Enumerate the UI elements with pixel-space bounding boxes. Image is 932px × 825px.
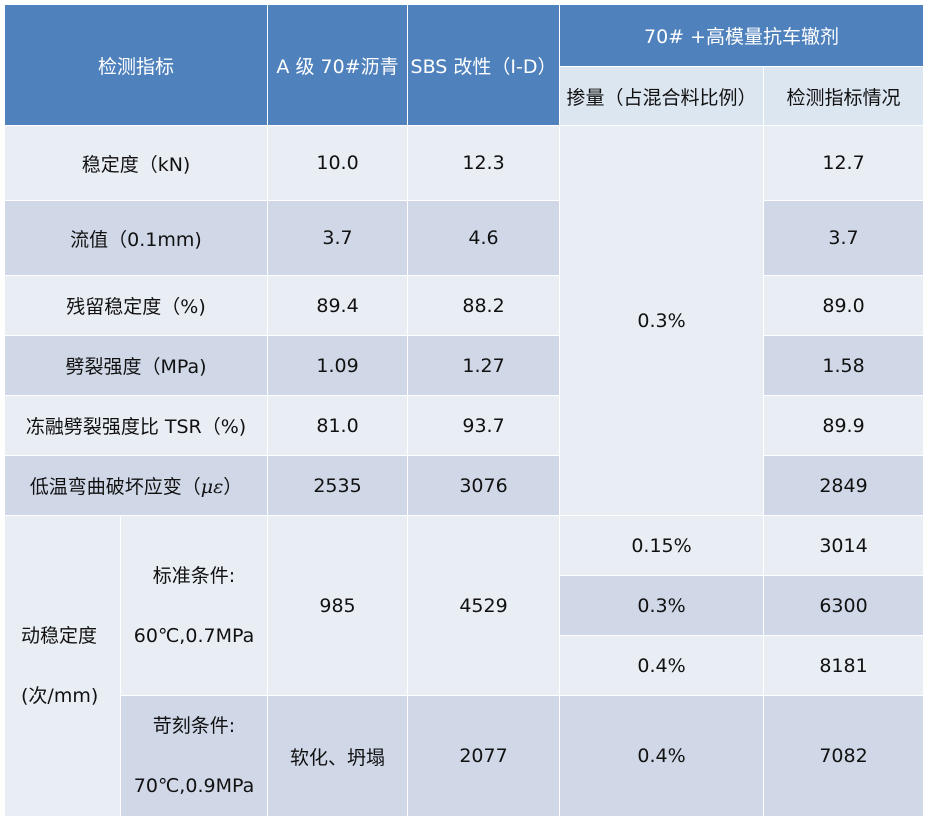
header-indicator: 检测指标 [3, 4, 269, 126]
result-cell: 6300 [763, 575, 925, 636]
header-additive-group: 70# +高模量抗车辙剂 [559, 4, 925, 67]
cell-sbs: 93.7 [407, 395, 561, 456]
row-label: 残留稳定度（%) [3, 275, 269, 336]
table-row: 0.3% 6300 [5, 575, 925, 636]
shared-dosage-cell: 0.3% [559, 125, 765, 516]
cell-a: 89.4 [267, 275, 409, 336]
result-cell: 3014 [763, 515, 925, 576]
severe-cell-sbs: 2077 [407, 695, 561, 817]
header-a-grade-70: A 级 70#沥青 [267, 4, 409, 126]
row-label: 稳定度（kN) [3, 125, 269, 201]
cell-a: 10.0 [267, 125, 409, 201]
row-label: 流值（0.1mm) [3, 200, 269, 276]
cell-sbs: 4.6 [407, 200, 561, 276]
result-cell: 7082 [763, 695, 925, 817]
table-row: 冻融劈裂强度比 TSR（%) 81.0 93.7 89.9 [3, 395, 925, 456]
performance-table: 检测指标 A 级 70#沥青 SBS 改性（I-D） 70# +高模量抗车辙剂 … [3, 4, 925, 817]
cell-a: 2535 [267, 455, 409, 516]
cell-result: 1.58 [763, 335, 925, 396]
row-label: 冻融劈裂强度比 TSR（%) [3, 395, 269, 456]
standard-cell-sbs: 4529 [407, 515, 561, 696]
table-row: 稳定度（kN) 10.0 12.3 0.3% 12.7 [3, 125, 925, 516]
cell-a: 3.7 [267, 200, 409, 276]
cell-a: 81.0 [267, 395, 409, 456]
severe-condition-label: 苛刻条件: 70℃,0.9MPa [119, 695, 269, 817]
severe-cell-a: 软化、坍塌 [267, 695, 409, 817]
cell-result: 3.7 [763, 200, 925, 276]
header-dosage: 掺量（占混合料比例） [559, 66, 765, 126]
table-row: 劈裂强度（MPa) 1.09 1.27 1.58 [3, 335, 925, 396]
cell-sbs: 12.3 [407, 125, 561, 201]
dosage-cell: 0.4% [559, 695, 765, 817]
cell-sbs: 88.2 [407, 275, 561, 336]
table-row: 动稳定度 (次/mm) 标准条件: 60℃,0.7MPa 985 4529 0.15… [4, 515, 925, 817]
header-sbs-modified: SBS 改性（I-D） [407, 4, 561, 126]
dynamic-stability-label: 动稳定度 (次/mm) [4, 515, 121, 817]
dosage-cell: 0.3% [559, 575, 765, 636]
cell-result: 89.0 [763, 275, 925, 336]
table-row: 流值（0.1mm) 3.7 4.6 3.7 [3, 200, 925, 276]
dosage-cell: 0.15% [559, 515, 765, 576]
cell-sbs: 3076 [407, 455, 561, 516]
dosage-cell: 0.4% [559, 635, 765, 696]
cell-result: 12.7 [763, 125, 925, 201]
table-row: 低温弯曲破坏应变（με） 2535 3076 2849 [3, 455, 925, 516]
row-label: 低温弯曲破坏应变（με） [3, 455, 269, 516]
table-row: 残留稳定度（%) 89.4 88.2 89.0 [3, 275, 925, 336]
row-label: 劈裂强度（MPa) [3, 335, 269, 396]
cell-sbs: 1.27 [407, 335, 561, 396]
standard-cell-a: 985 [267, 515, 409, 696]
cell-result: 89.9 [763, 395, 925, 456]
table-row: 0.4% 8181 [5, 635, 925, 696]
cell-result: 2849 [763, 455, 925, 516]
table-row: 苛刻条件: 70℃,0.9MPa 软化、坍塌 2077 0.4% 7082 [4, 695, 925, 817]
standard-condition-label: 标准条件: 60℃,0.7MPa [119, 515, 269, 696]
cell-a: 1.09 [267, 335, 409, 396]
header-result: 检测指标情况 [763, 66, 925, 126]
result-cell: 8181 [763, 635, 925, 696]
